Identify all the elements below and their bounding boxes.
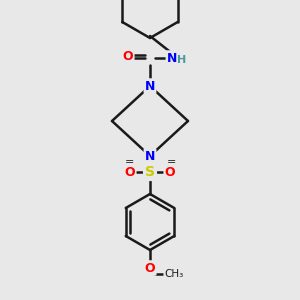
Text: O: O: [145, 262, 155, 275]
Text: H: H: [177, 55, 187, 65]
Text: CH₃: CH₃: [164, 269, 183, 279]
Text: O: O: [123, 50, 133, 64]
Text: =: =: [166, 157, 176, 167]
Text: N: N: [167, 52, 177, 64]
Text: S: S: [145, 165, 155, 179]
Text: O: O: [165, 166, 175, 178]
Text: N: N: [145, 80, 155, 92]
Text: O: O: [125, 166, 135, 178]
Text: =: =: [124, 157, 134, 167]
Text: N: N: [145, 149, 155, 163]
